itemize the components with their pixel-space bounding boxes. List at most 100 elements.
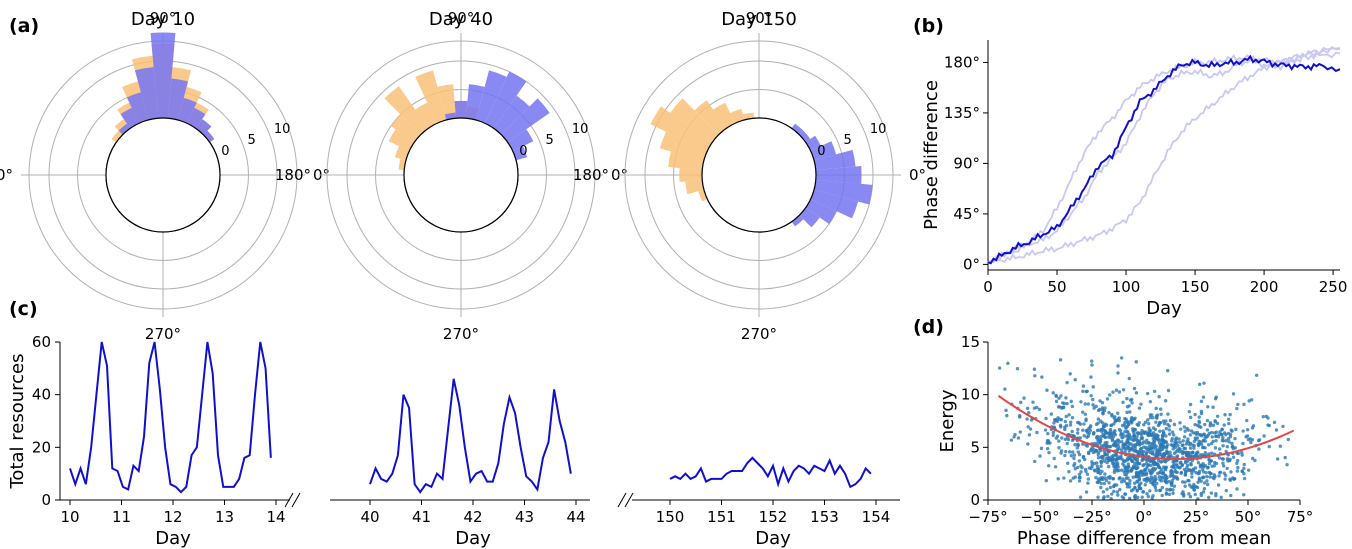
series-line-replicate (987, 46, 1341, 265)
scatter-point (1231, 455, 1236, 459)
scatter-point (1213, 474, 1217, 479)
scatter-point (1053, 465, 1058, 469)
scatter-point (1150, 470, 1155, 474)
scatter-point (1148, 399, 1153, 404)
blue-bar (177, 97, 197, 124)
scatter-point (997, 366, 1002, 370)
scatter-point (1203, 463, 1208, 468)
scatter-point (1137, 485, 1141, 489)
scatter-point (1154, 447, 1158, 451)
scatter-point (1285, 462, 1289, 467)
scatter-point (1122, 444, 1126, 448)
scatter-point (1199, 399, 1204, 404)
scatter-point (1223, 473, 1228, 477)
scatter-point (1113, 440, 1117, 445)
series-line-replicate (987, 46, 1341, 263)
scatter-point (1171, 447, 1175, 451)
scatter-point (1116, 465, 1120, 469)
x-tick-label: 11 (112, 508, 131, 526)
scatter-point (1160, 443, 1164, 447)
scatter-point (1101, 490, 1106, 494)
scatter-point (1150, 413, 1154, 417)
inner-circle (403, 117, 519, 233)
polar-title: Day 150 (721, 9, 797, 30)
scatter-point (1167, 428, 1172, 432)
orange-bar (730, 108, 745, 124)
scatter-point (1096, 417, 1101, 421)
scatter-point (1111, 453, 1116, 457)
x-tick-label: 75° (1287, 508, 1314, 526)
scatter-point (1152, 433, 1157, 438)
scatter-point (1061, 401, 1065, 405)
x-tick-label: 100 (1112, 278, 1141, 296)
x-tick-label: 152 (759, 508, 788, 526)
scatter-point (1170, 479, 1174, 483)
x-axis-label: Day (155, 528, 191, 549)
scatter-point (1063, 419, 1068, 424)
scatter-point (1214, 438, 1218, 443)
scatter-point (1206, 405, 1210, 409)
scatter-point (1069, 399, 1073, 404)
scatter-point (1163, 467, 1168, 472)
scatter-point (1064, 423, 1069, 428)
scatter-point (1227, 417, 1231, 421)
scatter-point (1225, 445, 1229, 449)
scatter-point (1240, 453, 1244, 457)
scatter-point (1160, 485, 1165, 490)
scatter-point (1068, 479, 1073, 483)
scatter-point (1057, 446, 1061, 450)
scatter-point (1112, 489, 1116, 494)
scatter-point (1148, 489, 1152, 493)
scatter-point (1229, 470, 1233, 474)
scatter-point (1108, 457, 1113, 462)
scatter-point (1067, 470, 1071, 474)
scatter-point (1105, 397, 1110, 401)
scatter-point (1183, 484, 1187, 488)
scatter-point (1200, 464, 1205, 468)
scatter-point (1254, 373, 1259, 377)
scatter-point (1116, 493, 1120, 497)
scatter-point (1227, 421, 1231, 426)
scatter-point (1152, 441, 1156, 446)
scatter-point (1084, 418, 1088, 423)
scatter-point (1135, 450, 1139, 454)
scatter-point (1127, 404, 1131, 408)
scatter-point (1272, 420, 1277, 425)
x-tick-label: 50 (1047, 278, 1066, 296)
scatter-point (1228, 457, 1232, 462)
orange-bar (437, 84, 457, 120)
scatter-point (1179, 427, 1183, 431)
scatter-point (1099, 464, 1103, 468)
scatter-point (1077, 421, 1081, 425)
x-tick-label: 25° (1183, 508, 1210, 526)
scatter-point (1203, 422, 1207, 427)
scatter-point (1063, 427, 1067, 432)
scatter-point (1062, 405, 1066, 410)
scatter-point (1196, 461, 1201, 465)
scatter-point (1172, 451, 1177, 455)
scatter-point (1056, 477, 1060, 481)
scatter-point (1117, 468, 1121, 473)
scatter-point (1054, 399, 1059, 404)
scatter-point (1187, 479, 1191, 483)
scatter-point (1045, 388, 1049, 392)
scatter-point (1077, 475, 1082, 480)
scatter-point (1140, 452, 1145, 456)
scatter-point (1135, 431, 1140, 435)
scatter-point (1230, 441, 1234, 446)
y-axis-label: Energy (937, 389, 958, 452)
scatter-point (1137, 471, 1141, 476)
scatter-point (1109, 423, 1113, 428)
scatter-point (1092, 468, 1097, 472)
scatter-point (1084, 490, 1089, 494)
scatter-point (1125, 482, 1130, 486)
orange-bar (713, 102, 735, 129)
radial-tick-label: 5 (546, 133, 554, 148)
scatter-point (1067, 450, 1072, 454)
scatter-point (1073, 475, 1078, 479)
scatter-point (1129, 458, 1134, 463)
scatter-point (1213, 446, 1218, 450)
scatter-point (1125, 457, 1130, 461)
scatter-point (1194, 452, 1199, 456)
scatter-point (1159, 407, 1163, 411)
